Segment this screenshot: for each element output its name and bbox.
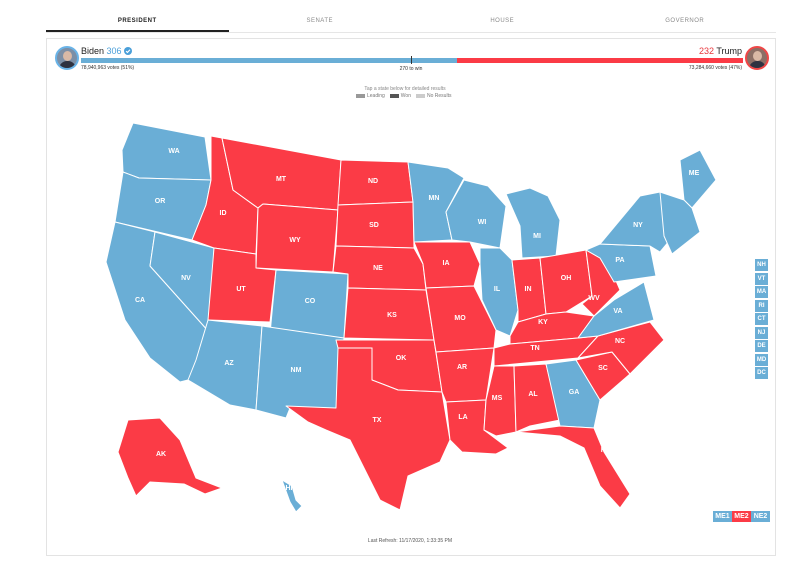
- small-state-nh[interactable]: NH: [755, 259, 768, 271]
- state-label-ca: CA: [135, 297, 145, 304]
- state-label-oh: OH: [561, 275, 572, 282]
- state-label-mn: MN: [429, 195, 440, 202]
- state-label-sd: SD: [369, 222, 379, 229]
- state-label-wy: WY: [289, 237, 301, 244]
- state-label-nc: NC: [615, 338, 625, 345]
- state-label-hi: HI: [286, 485, 293, 492]
- small-state-ma[interactable]: MA: [755, 286, 768, 298]
- small-state-dc[interactable]: DC: [755, 367, 768, 379]
- state-label-ny: NY: [633, 222, 643, 229]
- state-label-me: ME: [689, 170, 700, 177]
- trump-avatar: [745, 46, 769, 70]
- state-wa[interactable]: [121, 122, 212, 181]
- legend-no-results: No Results: [416, 93, 451, 99]
- state-label-nd: ND: [368, 178, 378, 185]
- tab-governor[interactable]: GOVERNOR: [665, 18, 705, 24]
- state-label-wv: WV: [588, 295, 600, 302]
- to-win-label: 270 to win: [399, 66, 423, 72]
- state-label-ut: UT: [236, 286, 246, 293]
- rep-name: Trump: [716, 46, 742, 56]
- small-state-ri[interactable]: RI: [755, 299, 768, 312]
- state-label-nv: NV: [181, 275, 191, 282]
- state-label-mi: MI: [533, 233, 541, 240]
- check-circle-icon: [124, 47, 133, 55]
- rep-ev-bar: [457, 58, 743, 63]
- legend-won: Won: [389, 93, 411, 99]
- state-label-ga: GA: [569, 389, 580, 396]
- state-label-az: AZ: [224, 360, 234, 367]
- state-label-tn: TN: [530, 345, 539, 352]
- state-label-il: IL: [494, 286, 501, 293]
- dem-name: Biden: [81, 46, 105, 56]
- dem-ev-bar: [81, 58, 457, 63]
- state-ar[interactable]: [435, 347, 495, 403]
- legend-won-label: Won: [400, 93, 411, 99]
- map-legend: Leading Won No Results: [356, 93, 451, 99]
- rep-votes: 73,284,660 votes (47%): [688, 65, 742, 71]
- rep-ev: 232: [698, 46, 714, 56]
- dem-candidate: Biden 306: [81, 46, 133, 56]
- instructions: Tap a state below for detailed results: [364, 86, 446, 92]
- state-ga[interactable]: [545, 359, 601, 429]
- state-wy[interactable]: [255, 203, 339, 273]
- state-label-ky: KY: [538, 319, 548, 326]
- dem-votes: 78,940,963 votes (51%): [81, 65, 135, 71]
- state-label-wi: WI: [478, 219, 487, 226]
- tab-house[interactable]: HOUSE: [490, 18, 515, 24]
- state-label-pa: PA: [615, 257, 624, 264]
- small-state-de[interactable]: DE: [755, 340, 768, 352]
- state-mi[interactable]: [505, 187, 561, 259]
- state-label-ks: KS: [387, 312, 397, 319]
- district-me1[interactable]: ME1: [713, 511, 732, 522]
- state-label-mt: MT: [276, 176, 287, 183]
- biden-avatar: [55, 46, 79, 70]
- state-hi[interactable]: [281, 479, 303, 513]
- district-ne2[interactable]: NE2: [751, 511, 770, 522]
- state-label-ia: IA: [443, 260, 450, 267]
- dem-ev: 306: [106, 46, 122, 56]
- small-state-md[interactable]: MD: [755, 353, 768, 366]
- small-state-vt[interactable]: VT: [755, 272, 768, 285]
- tab-senate[interactable]: SENATE: [306, 18, 334, 24]
- tab-president[interactable]: PRESIDENT: [46, 10, 229, 32]
- small-state-nj[interactable]: NJ: [755, 326, 768, 339]
- state-label-ne: NE: [373, 265, 383, 272]
- state-label-sc: SC: [598, 365, 608, 372]
- state-ak[interactable]: [117, 417, 223, 497]
- state-label-mo: MO: [454, 315, 466, 322]
- state-label-wa: WA: [168, 148, 179, 155]
- state-label-la: LA: [458, 414, 467, 421]
- state-al[interactable]: [513, 363, 561, 433]
- state-label-ak: AK: [156, 451, 166, 458]
- state-new-england[interactable]: [659, 191, 701, 255]
- state-oh[interactable]: [539, 249, 593, 315]
- district-me2[interactable]: ME2: [732, 511, 751, 522]
- state-label-nm: NM: [291, 367, 302, 374]
- rep-candidate: 232 Trump: [699, 46, 742, 56]
- state-label-in: IN: [525, 286, 532, 293]
- state-label-co: CO: [305, 298, 316, 305]
- legend-no-results-label: No Results: [427, 93, 452, 99]
- state-label-ar: AR: [457, 364, 467, 371]
- win-threshold-marker: [411, 56, 412, 64]
- state-fl[interactable]: [515, 425, 631, 509]
- state-label-al: AL: [528, 391, 538, 398]
- state-label-ok: OK: [396, 355, 407, 362]
- state-label-or: OR: [155, 198, 166, 205]
- last-refresh: Last Refresh: 11/17/2020, 1:33:35 PM: [367, 538, 453, 544]
- race-tabs: PRESIDENT SENATE HOUSE GOVERNOR: [46, 10, 776, 33]
- state-label-tx: TX: [373, 417, 382, 424]
- state-label-id: ID: [220, 210, 227, 217]
- legend-leading-label: Leading: [367, 93, 385, 99]
- legend-leading: Leading: [356, 93, 385, 99]
- state-label-ms: MS: [492, 395, 503, 402]
- results-panel: [46, 38, 776, 556]
- state-me[interactable]: [679, 149, 717, 209]
- state-wi[interactable]: [445, 179, 507, 249]
- state-label-va: VA: [613, 308, 622, 315]
- state-tx[interactable]: [285, 347, 451, 511]
- small-state-ct[interactable]: CT: [755, 313, 768, 325]
- state-label-fl: FL: [601, 447, 610, 454]
